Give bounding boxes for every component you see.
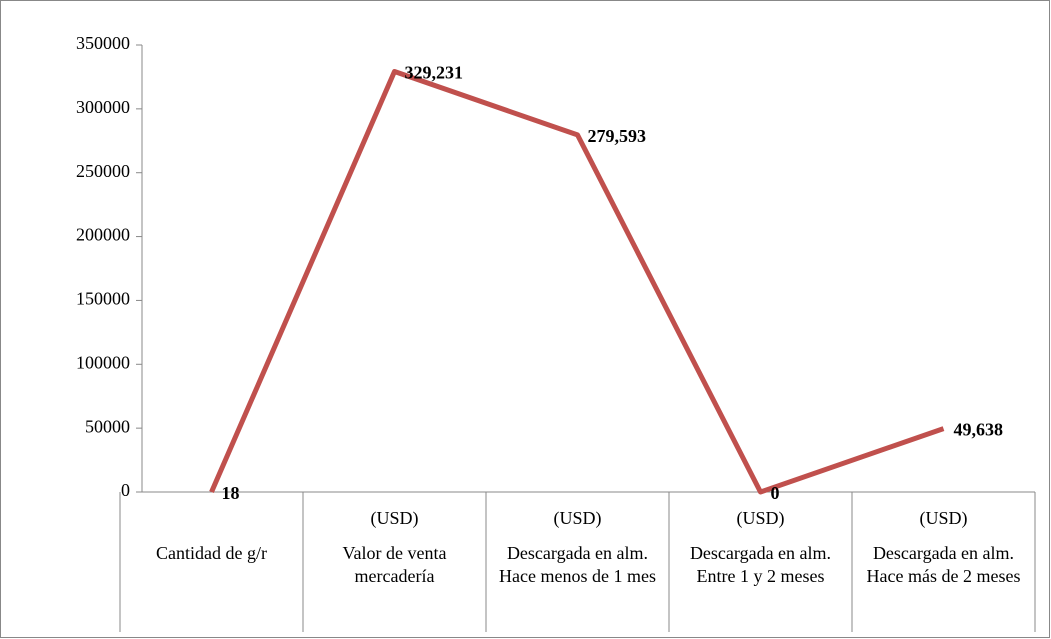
x-tick-unit: (USD) bbox=[920, 508, 968, 529]
line bbox=[209, 69, 945, 495]
y-tick-label: 300000 bbox=[76, 97, 130, 117]
y-tick-label: 250000 bbox=[76, 161, 130, 181]
data-label: 279,593 bbox=[588, 126, 647, 146]
y-tick-label: 0 bbox=[121, 480, 130, 500]
y-tick-label: 50000 bbox=[85, 416, 130, 436]
x-tick-unit: (USD) bbox=[371, 508, 419, 529]
x-tick-label: Cantidad de g/r bbox=[156, 543, 267, 563]
x-tick-label: Descargada en alm. Hace menos de 1 mes bbox=[499, 543, 656, 586]
data-label: 18 bbox=[222, 483, 240, 503]
y-tick-label: 100000 bbox=[76, 352, 130, 372]
y-tick-label: 200000 bbox=[76, 225, 130, 245]
x-tick-unit: (USD) bbox=[737, 508, 785, 529]
y-tick-label: 350000 bbox=[76, 33, 130, 53]
y-tick-label: 150000 bbox=[76, 289, 130, 309]
x-tick-unit: (USD) bbox=[554, 508, 602, 529]
x-tick-label: Valor de venta mercadería bbox=[343, 543, 447, 586]
x-tick-label: Descargada en alm. Entre 1 y 2 meses bbox=[690, 543, 831, 586]
data-label: 49,638 bbox=[954, 420, 1004, 440]
data-label: 0 bbox=[771, 483, 780, 503]
data-label: 329,231 bbox=[405, 63, 464, 83]
x-tick-label: Descargada en alm. Hace más de 2 meses bbox=[867, 543, 1021, 586]
